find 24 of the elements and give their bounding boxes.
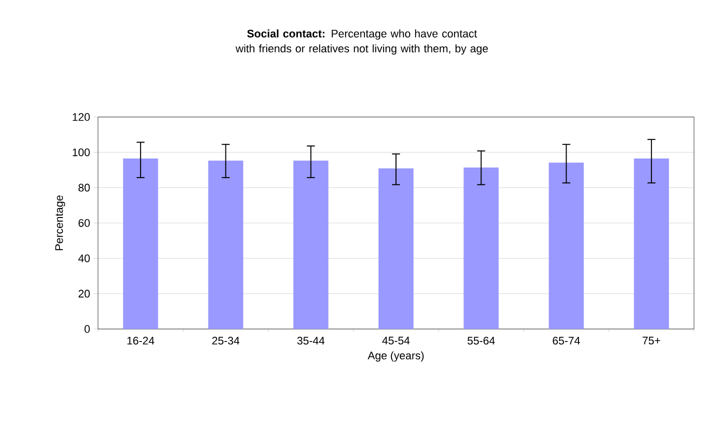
- bar: [123, 158, 158, 329]
- bar: [464, 168, 499, 329]
- bar: [378, 168, 414, 329]
- bar: [208, 160, 244, 329]
- x-tick-label: 35-44: [297, 336, 325, 345]
- bar: [634, 158, 669, 329]
- bar: [293, 160, 328, 329]
- x-axis-title: Age (years): [368, 351, 424, 362]
- y-tick-label: 100: [72, 148, 90, 156]
- y-tick-label: 120: [72, 113, 90, 121]
- y-tick-label: 40: [78, 254, 90, 262]
- x-tick-label: 25-34: [212, 336, 240, 345]
- x-tick-label: 16-24: [127, 336, 154, 345]
- x-tick-label: 55-64: [468, 336, 495, 345]
- chart-title: Social contact: Percentage who have contact with friends or relatives not living with them, by age: [236, 29, 488, 55]
- x-tick-label: 75+: [642, 336, 660, 344]
- y-tick-label: 80: [78, 184, 90, 192]
- y-axis-title: Percentage: [55, 195, 66, 250]
- y-tick-label: 60: [78, 219, 90, 227]
- x-tick-label: 65-74: [552, 336, 580, 345]
- y-tick-label: 20: [78, 290, 90, 298]
- x-tick-label: 45-54: [382, 336, 410, 344]
- y-tick-label: 0: [84, 325, 90, 333]
- bar: [548, 162, 584, 329]
